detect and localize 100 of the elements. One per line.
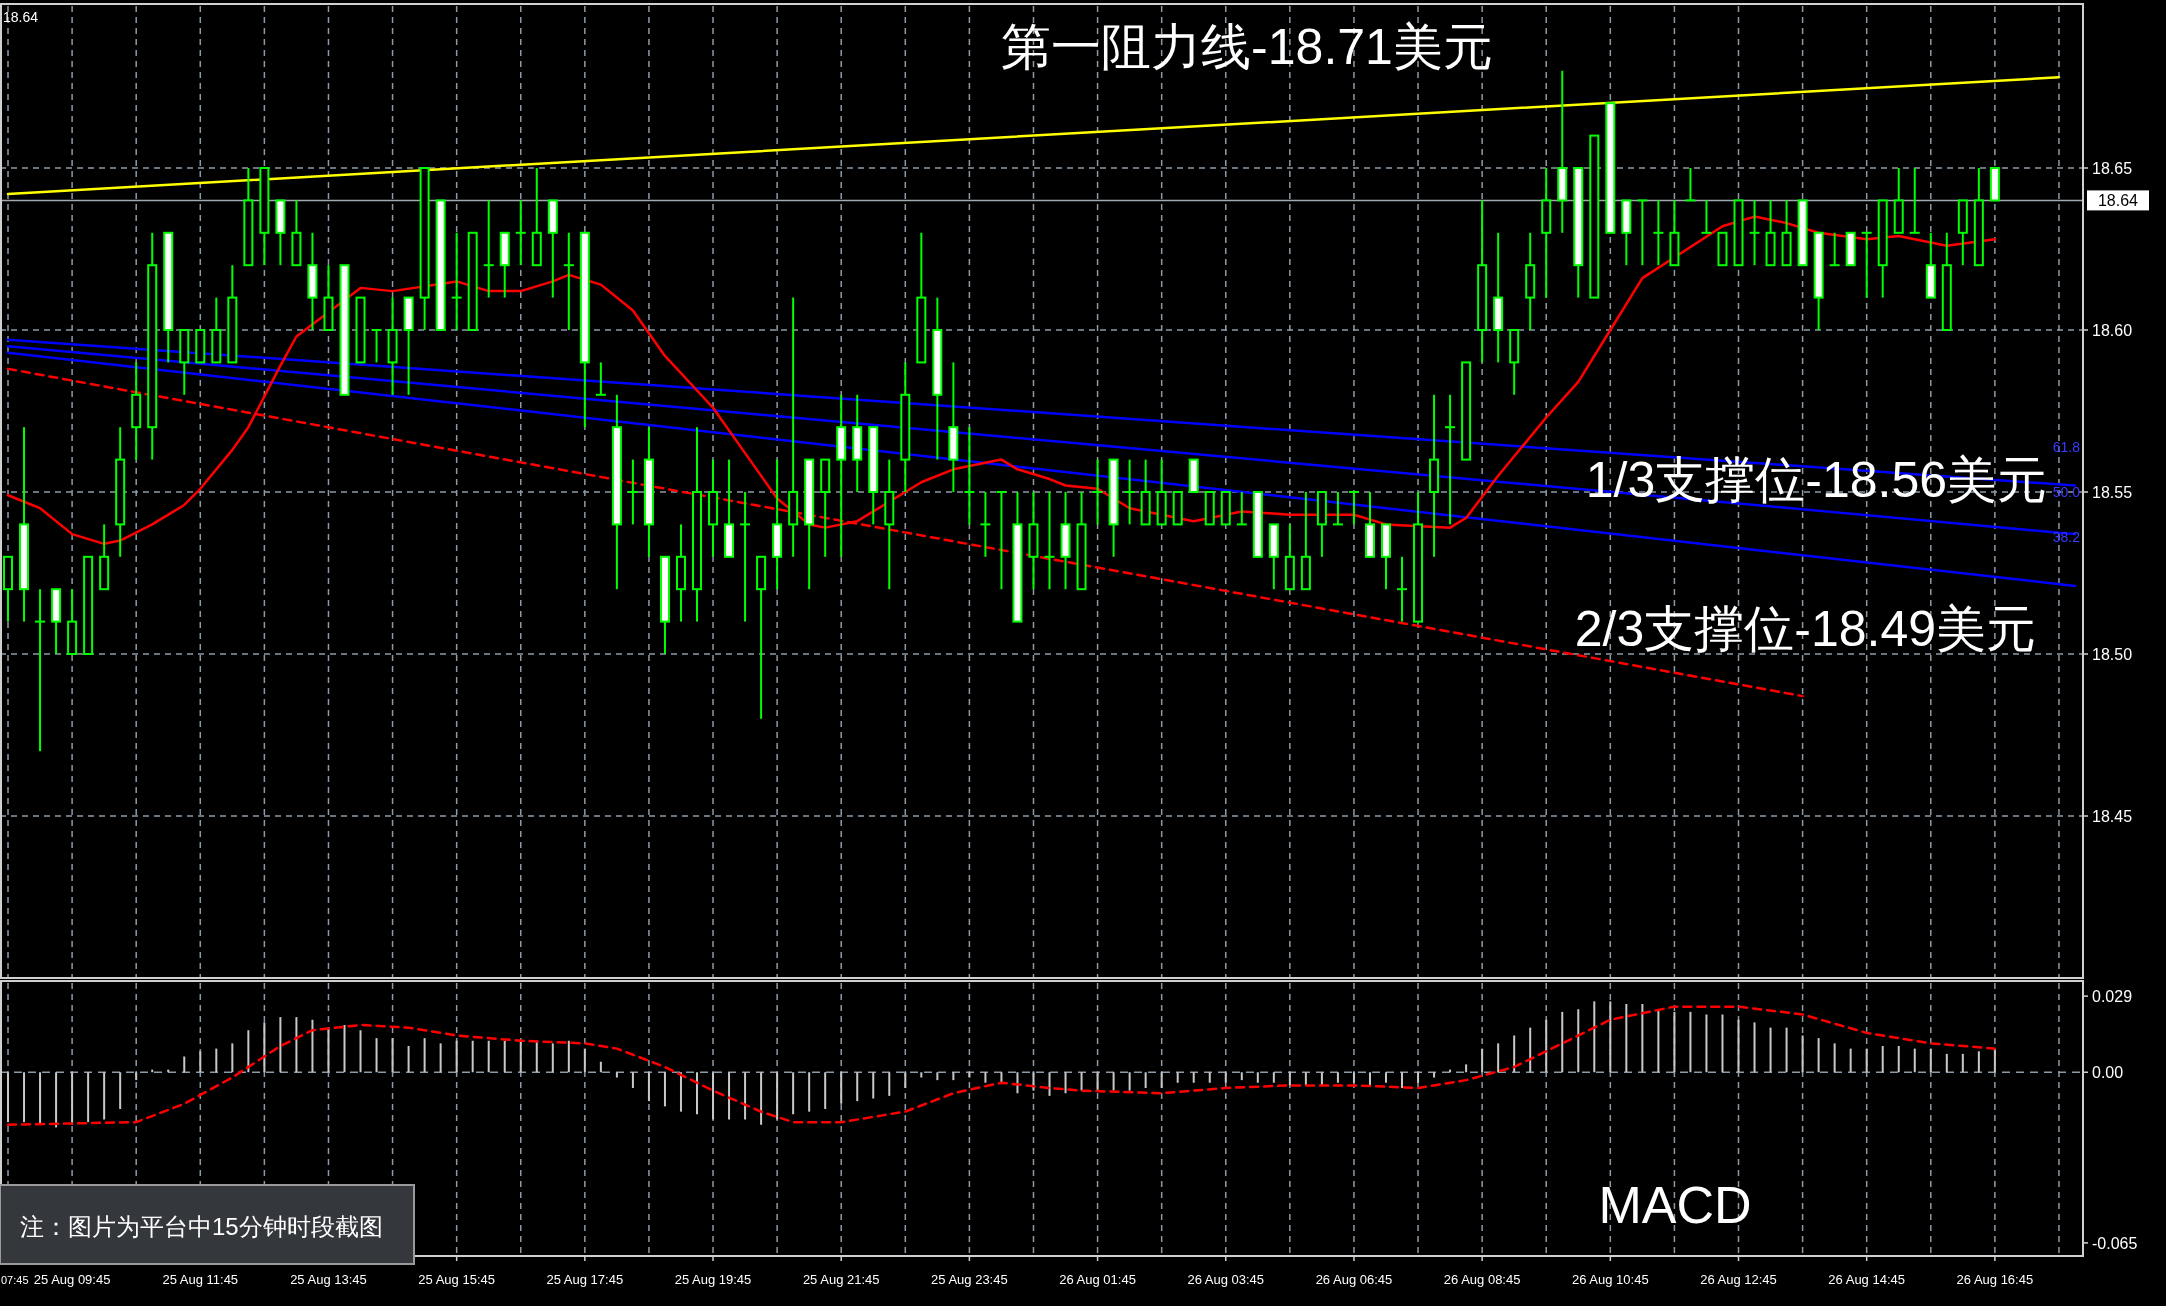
- bar: [1657, 1009, 1660, 1073]
- bar: [1481, 1048, 1484, 1073]
- bar: [647, 1072, 650, 1102]
- bar: [1160, 1072, 1163, 1088]
- bar: [760, 1072, 763, 1125]
- bar: [824, 1072, 827, 1109]
- line-series: [6, 1005, 1997, 1126]
- bar: [247, 1030, 250, 1073]
- bar: [1320, 1072, 1323, 1086]
- bar: [1304, 1072, 1307, 1086]
- annotation: 38.2: [2052, 529, 2081, 545]
- bar: [1673, 1011, 1676, 1073]
- bar: [71, 1072, 74, 1125]
- bar: [551, 1043, 554, 1073]
- bar: [1080, 1072, 1083, 1091]
- x-tick-label: 26 Aug 10:45: [1572, 1272, 1649, 1287]
- x-tick-label: 26 Aug 12:45: [1700, 1272, 1777, 1287]
- bar: [1897, 1046, 1900, 1073]
- bar: [920, 1072, 923, 1078]
- y-tick-label: 18.60: [2092, 322, 2133, 339]
- bar: [1272, 1072, 1275, 1083]
- bar: [375, 1038, 378, 1073]
- bar: [1401, 1072, 1404, 1088]
- bar: [119, 1072, 122, 1109]
- annotation: 注：图片为平台中15分钟时段截图: [20, 1213, 383, 1240]
- annotation: 18.64: [3, 9, 39, 25]
- bar: [1128, 1072, 1131, 1091]
- annotation: 50.0: [2052, 484, 2081, 500]
- bar: [1465, 1064, 1468, 1073]
- bar: [1048, 1072, 1051, 1096]
- bar: [872, 1072, 875, 1099]
- bar: [1817, 1038, 1820, 1073]
- bar: [1176, 1072, 1179, 1083]
- bar: [712, 1072, 715, 1120]
- bar: [696, 1072, 698, 1115]
- bar: [1625, 1004, 1628, 1073]
- bar: [840, 1072, 843, 1104]
- bar: [1352, 1072, 1355, 1083]
- x-tick-label: 25 Aug 09:45: [33, 1272, 111, 1287]
- bar: [439, 1043, 442, 1073]
- bar: [295, 1017, 298, 1073]
- bar: [87, 1072, 90, 1123]
- bar: [904, 1072, 907, 1088]
- bar: [263, 1022, 266, 1073]
- bar: [231, 1043, 234, 1073]
- bar: [888, 1072, 891, 1096]
- bar: [663, 1072, 666, 1107]
- bar: [103, 1072, 106, 1120]
- bar: [856, 1072, 859, 1102]
- bar: [583, 1048, 586, 1073]
- bar: [1368, 1072, 1371, 1086]
- bar: [23, 1072, 26, 1123]
- bar: [1288, 1072, 1291, 1086]
- x-tick-label: 25 Aug 23:45: [931, 1272, 1008, 1287]
- bar: [1144, 1072, 1147, 1088]
- bar: [327, 1027, 330, 1073]
- bar: [503, 1040, 506, 1073]
- bar: [728, 1072, 731, 1120]
- bar: [1561, 1011, 1564, 1073]
- bar: [359, 1030, 362, 1073]
- bar: [311, 1019, 314, 1073]
- bar: [1641, 1004, 1644, 1073]
- bar: [808, 1072, 811, 1112]
- y-tick-label: 18.45: [2092, 808, 2133, 825]
- y-tick-label: -0.065: [2092, 1234, 2138, 1252]
- bar: [984, 1072, 987, 1083]
- bar: [183, 1056, 186, 1073]
- bar: [39, 1072, 42, 1125]
- bar: [343, 1025, 346, 1073]
- bar: [1529, 1027, 1532, 1073]
- bar: [1849, 1048, 1852, 1073]
- x-tick-label: 25 Aug 11:45: [162, 1272, 239, 1287]
- bar: [1497, 1043, 1500, 1073]
- y-tick-label: 18.65: [2092, 160, 2133, 177]
- bar: [1865, 1048, 1868, 1073]
- bar: [1721, 1014, 1724, 1073]
- y-tick-label: 18.50: [2092, 646, 2133, 663]
- bar: [487, 1040, 490, 1073]
- bar: [1945, 1053, 1948, 1073]
- bar: [535, 1040, 538, 1073]
- bar: [936, 1072, 939, 1081]
- bar: [135, 1072, 138, 1081]
- x-tick-label: 26 Aug 14:45: [1828, 1272, 1906, 1287]
- bar: [1336, 1072, 1339, 1083]
- bar: [631, 1072, 634, 1088]
- x-tick-label: 26 Aug 16:45: [1956, 1272, 2034, 1287]
- bar: [1240, 1072, 1243, 1081]
- bar: [1833, 1043, 1836, 1073]
- bar: [792, 1072, 795, 1115]
- bar: [615, 1072, 618, 1078]
- ref-line-label: 18.64: [2097, 192, 2139, 210]
- bar: [1801, 1035, 1804, 1073]
- bar: [1785, 1027, 1788, 1073]
- x-tick-label: 25 Aug 17:45: [546, 1272, 624, 1287]
- bar: [279, 1017, 282, 1073]
- bar: [1689, 1011, 1692, 1073]
- bar: [1737, 1019, 1740, 1073]
- bar: [1929, 1048, 1932, 1073]
- bar: [567, 1040, 570, 1073]
- bar: [423, 1038, 426, 1073]
